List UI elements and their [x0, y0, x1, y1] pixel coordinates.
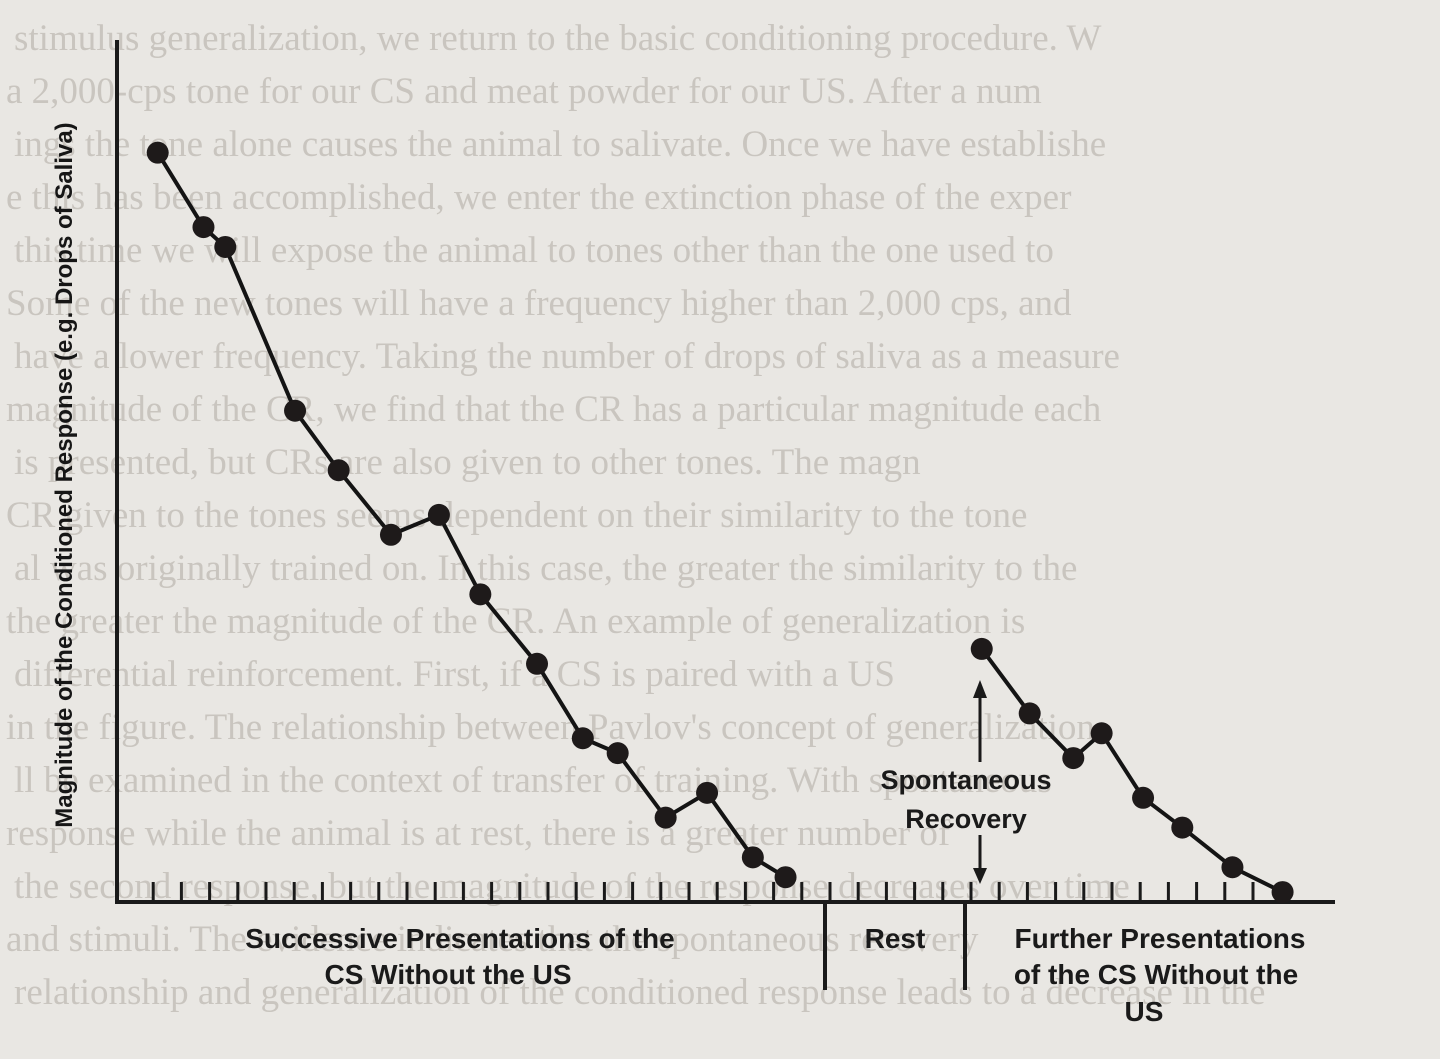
data-point: [284, 399, 307, 422]
data-point: [379, 523, 402, 546]
data-point: [214, 235, 237, 258]
arrow-down-icon: [973, 868, 987, 884]
data-point: [1271, 881, 1294, 904]
annotation-line-2: Recovery: [905, 804, 1027, 834]
background-text-line: ings the tone alone causes the animal to…: [14, 124, 1106, 165]
data-point: [526, 652, 549, 675]
data-point: [192, 216, 215, 239]
data-point: [571, 727, 594, 750]
background-text-line: Some of the new tones will have a freque…: [6, 283, 1072, 324]
background-text-line: differential reinforcement. First, if a …: [14, 654, 895, 695]
segment-label-line: Further Presentations: [1015, 923, 1306, 954]
segment-label-extinction: Successive Presentations of the CS Witho…: [245, 923, 675, 990]
background-text-line: ll be examined in the context of transfe…: [14, 760, 1052, 801]
series-1: [146, 141, 797, 889]
data-point: [774, 866, 797, 889]
annotation-line-1: Spontaneous: [880, 765, 1051, 795]
background-text-line: have a lower frequency. Taking the numbe…: [14, 336, 1120, 377]
data-point: [1221, 856, 1244, 879]
data-point: [1090, 722, 1113, 745]
data-point: [696, 781, 719, 804]
segment-label-rest: Rest: [865, 923, 926, 954]
background-text-line: e this has been accomplished, we enter t…: [6, 177, 1071, 218]
segment-label-line: Rest: [865, 923, 926, 954]
data-point: [427, 503, 450, 526]
segment-label-line: US: [1125, 996, 1164, 1027]
background-text-line: is presented, but CRs are also given to …: [14, 442, 921, 483]
background-page-text: stimulus generalization, we return to th…: [6, 18, 1265, 1013]
data-point: [741, 846, 764, 869]
background-text-line: al was originally trained on. In this ca…: [14, 548, 1077, 589]
segment-label-line: of the CS Without the: [1014, 959, 1298, 990]
background-text-line: a 2,000-cps tone for our CS and meat pow…: [6, 71, 1042, 112]
arrow-up-icon: [973, 680, 987, 698]
spontaneous-recovery-annotation: Spontaneous Recovery: [880, 680, 1052, 884]
data-point: [146, 141, 169, 164]
data-point: [327, 459, 350, 482]
segment-label-line: Successive Presentations of the: [245, 923, 675, 954]
series-2: [970, 637, 1294, 904]
data-point: [469, 583, 492, 606]
background-text-line: and stimuli. The evidence indicates that…: [6, 919, 979, 960]
background-text-line: in the figure. The relationship between …: [6, 707, 1095, 748]
background-text-line: relationship and generalization of the c…: [14, 972, 1265, 1013]
data-point: [1171, 816, 1194, 839]
x-axis-ticks: [151, 882, 1255, 902]
segment-label-line: CS Without the US: [324, 959, 571, 990]
background-text-line: response while the animal is at rest, th…: [6, 813, 951, 854]
data-point: [1132, 786, 1155, 809]
data-point: [654, 806, 677, 829]
background-text-line: this time we will expose the animal to t…: [14, 230, 1054, 271]
data-point: [606, 742, 629, 765]
data-series: [146, 141, 1294, 904]
data-point: [1062, 747, 1085, 770]
background-text-line: magnitude of the CR, we find that the CR…: [6, 389, 1102, 430]
data-point: [970, 637, 993, 660]
y-axis-label: Magnitude of the Conditioned Response (e…: [51, 122, 78, 827]
background-text-line: CR given to the tones seems dependent on…: [6, 495, 1027, 536]
background-text-line: stimulus generalization, we return to th…: [14, 18, 1101, 59]
segment-label-further: Further Presentations of the CS Without …: [1014, 923, 1306, 1027]
data-point: [1018, 702, 1041, 725]
